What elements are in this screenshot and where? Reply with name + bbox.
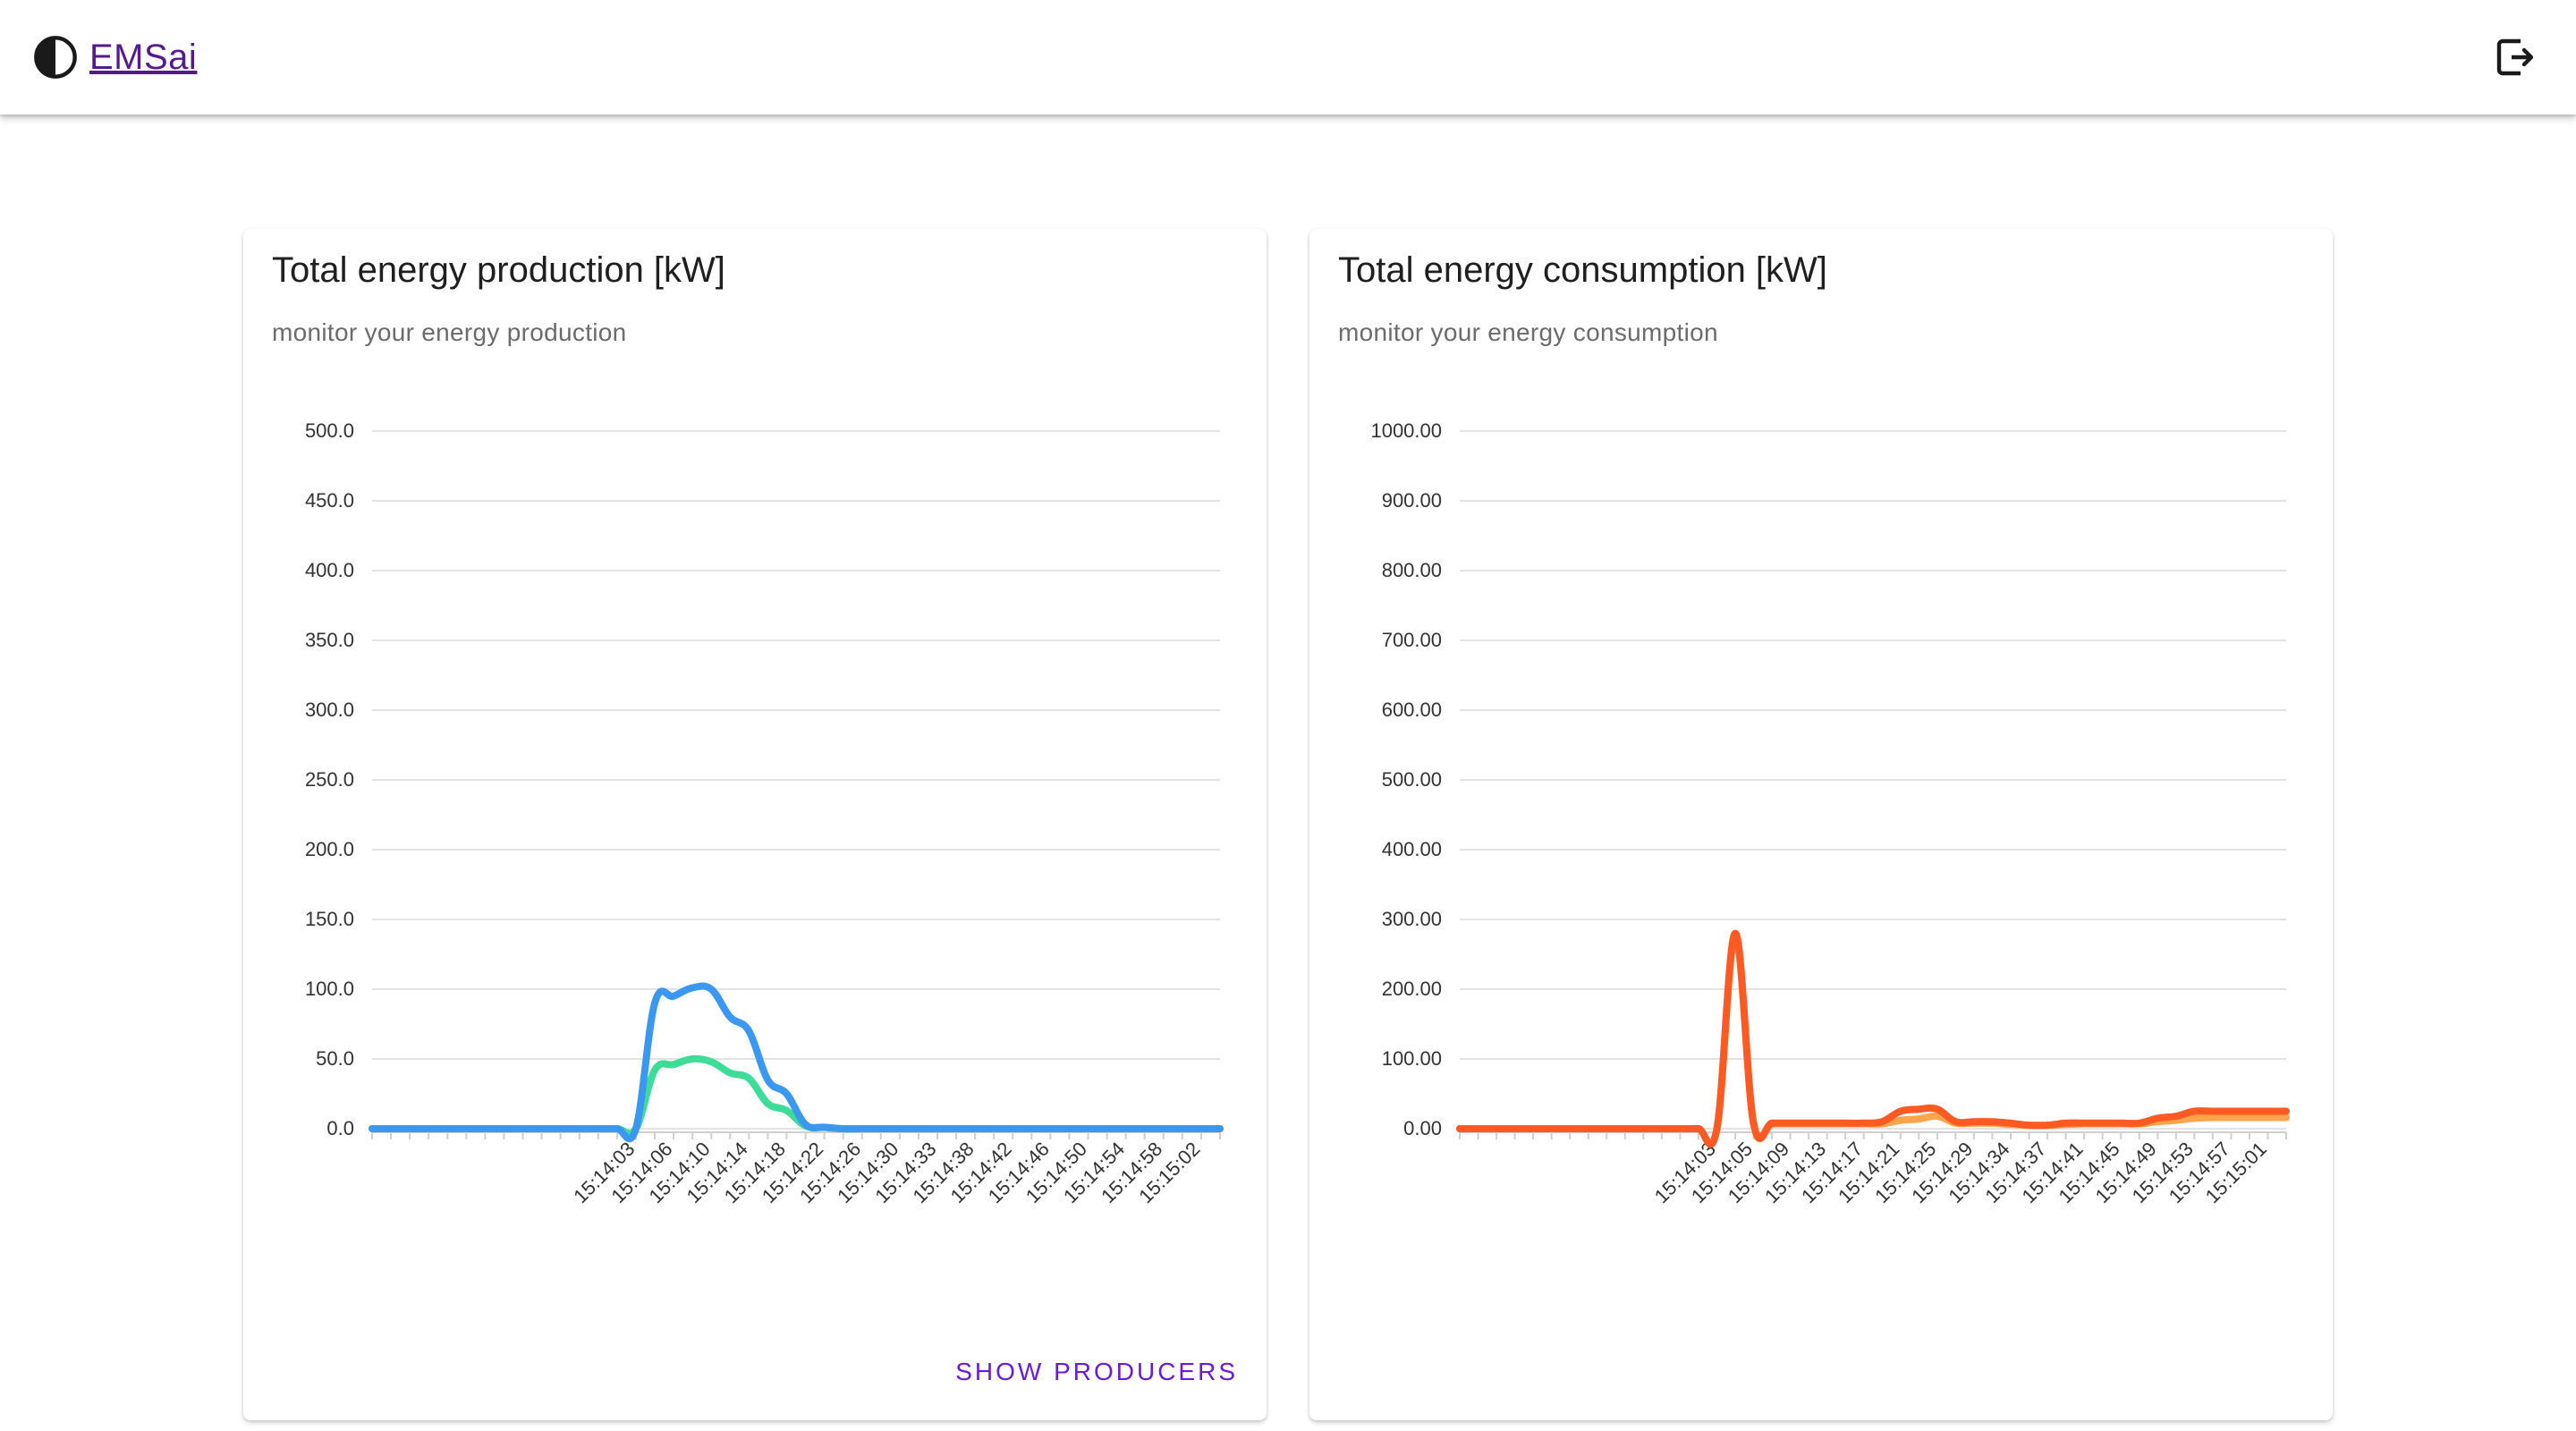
y-tick-label: 450.0 <box>305 489 354 512</box>
production-chart: 0.0 50.0 100.0 150.0 200.0 250.0 300.0 350.0 400… <box>305 419 1224 1207</box>
y-tick-label: 50.0 <box>316 1047 354 1070</box>
y-tick-label: 800.00 <box>1382 559 1442 581</box>
brand-name[interactable]: EMSai <box>89 37 198 77</box>
y-tick-label: 700.00 <box>1382 629 1442 651</box>
production-card-title: Total energy production [kW] <box>272 250 725 290</box>
y-tick-label: 150.0 <box>305 908 354 930</box>
production-card-subtitle: monitor your energy production <box>272 318 627 346</box>
production-card: Total energy production [kW] monitor you… <box>243 229 1267 1420</box>
y-tick-label: 1000.00 <box>1370 419 1442 442</box>
y-tick-label: 400.00 <box>1382 838 1442 860</box>
y-tick-label: 200.00 <box>1382 978 1442 1000</box>
y-tick-label: 0.0 <box>326 1117 354 1139</box>
series-line <box>1456 929 2290 1148</box>
series-line <box>369 1054 1224 1138</box>
y-tick-label: 200.0 <box>305 838 354 860</box>
series-line <box>369 982 1224 1143</box>
y-tick-label: 900.00 <box>1382 489 1442 512</box>
consumption-card-title: Total energy consumption [kW] <box>1338 250 1827 290</box>
contrast-icon[interactable] <box>32 34 79 80</box>
consumption-chart: 0.00 100.00 200.00 300.00 400.00 500.00 600.00… <box>1370 419 2290 1207</box>
logout-icon[interactable] <box>2494 36 2537 79</box>
y-tick-label: 100.0 <box>305 978 354 1000</box>
y-tick-label: 100.00 <box>1382 1047 1442 1070</box>
show-producers-button[interactable]: SHOW PRODUCERS <box>955 1358 1238 1385</box>
y-tick-label: 400.0 <box>305 559 354 581</box>
brand-link[interactable]: EMSai <box>32 34 197 80</box>
consumption-card: Total energy consumption [kW] monitor yo… <box>1309 229 2333 1420</box>
y-tick-label: 500.0 <box>305 419 354 442</box>
series-line <box>1456 933 2290 1148</box>
y-tick-label: 600.00 <box>1382 699 1442 721</box>
y-tick-label: 250.0 <box>305 768 354 791</box>
app-bar: EMSai <box>0 0 2576 114</box>
y-tick-label: 350.0 <box>305 629 354 651</box>
consumption-card-subtitle: monitor your energy consumption <box>1338 318 1718 346</box>
y-tick-label: 500.00 <box>1382 768 1442 791</box>
y-tick-label: 300.00 <box>1382 908 1442 930</box>
y-tick-label: 0.00 <box>1403 1117 1442 1139</box>
y-tick-label: 300.0 <box>305 699 354 721</box>
